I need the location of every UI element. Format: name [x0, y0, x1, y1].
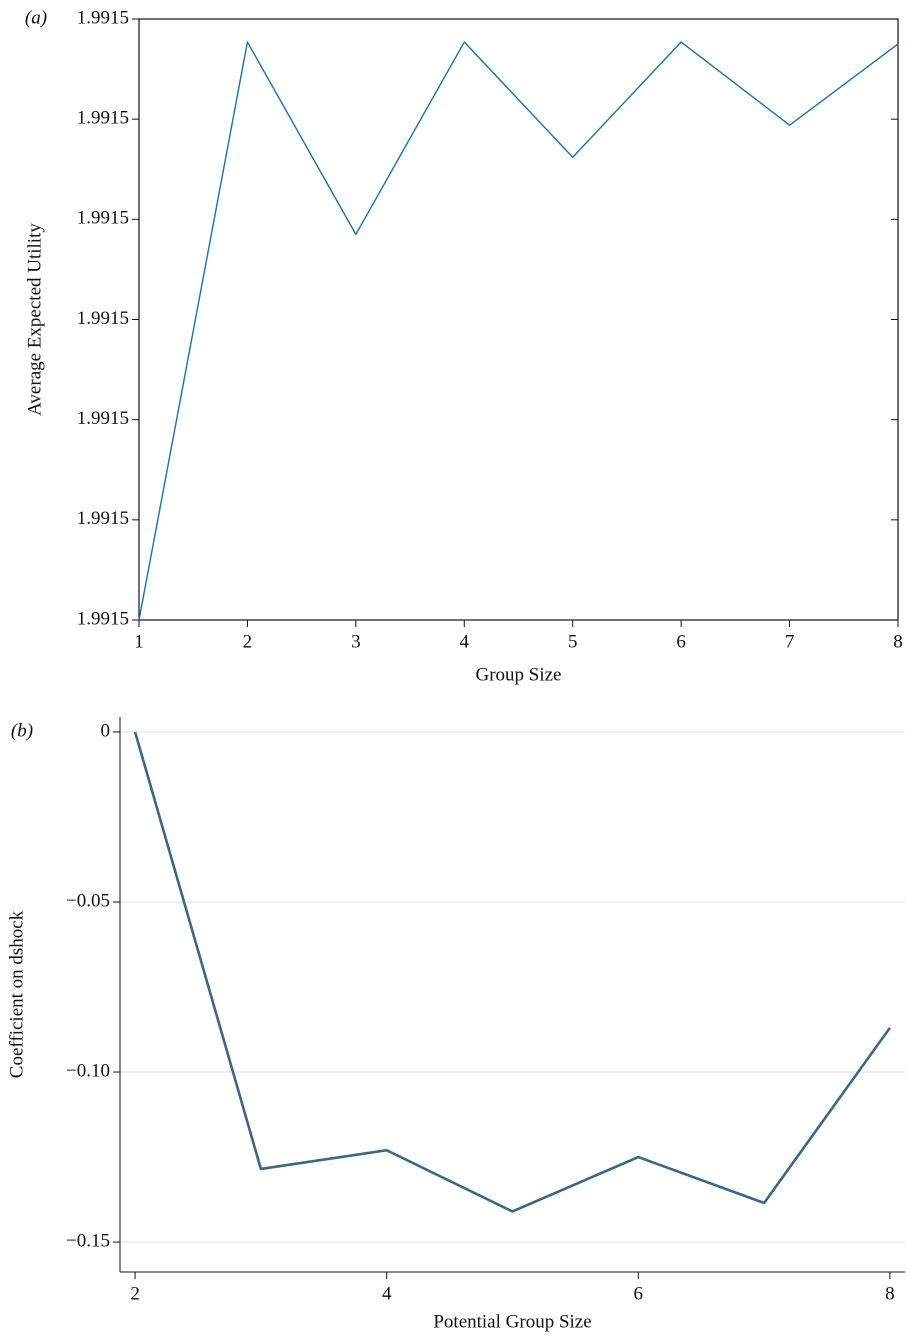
y-axis-label: Average Expected Utility: [24, 223, 45, 416]
y-tick-label: 1.9915: [77, 308, 129, 329]
x-tick-label: 7: [785, 631, 795, 652]
y-tick-label: −0.10: [66, 1060, 110, 1081]
panel-label: (b): [11, 720, 33, 741]
y-tick-label: 1.9915: [77, 208, 129, 229]
y-tick-label: 1.9915: [77, 508, 129, 529]
data-line: [138, 41, 899, 621]
panel-label: (a): [25, 7, 47, 28]
y-tick-label: 0: [101, 720, 111, 741]
plot-frame: [138, 18, 899, 621]
y-tick-label: 1.9915: [77, 608, 129, 629]
x-tick-label: 6: [676, 631, 686, 652]
x-tick-label: 6: [634, 1283, 644, 1304]
x-tick-label: 2: [243, 631, 253, 652]
x-tick-label: 4: [382, 1283, 392, 1304]
y-tick-label: −0.15: [66, 1230, 110, 1251]
y-tick-label: 1.9915: [77, 408, 129, 429]
x-tick-label: 8: [885, 1283, 895, 1304]
x-tick-label: 1: [134, 631, 144, 652]
y-tick-label: 1.9915: [77, 7, 129, 28]
x-tick-label: 2: [130, 1283, 140, 1304]
x-tick-label: 8: [893, 631, 903, 652]
x-tick-label: 5: [568, 631, 578, 652]
y-axis-label: Coefficient on dshock: [6, 910, 27, 1078]
data-line: [133, 731, 891, 1213]
x-axis-label: Potential Group Size: [433, 1311, 591, 1332]
y-tick-label: 1.9915: [77, 108, 129, 129]
x-tick-label: 4: [460, 631, 470, 652]
y-tick-label: −0.05: [66, 890, 110, 911]
x-tick-label: 3: [351, 631, 361, 652]
x-axis-label: Group Size: [475, 664, 561, 685]
